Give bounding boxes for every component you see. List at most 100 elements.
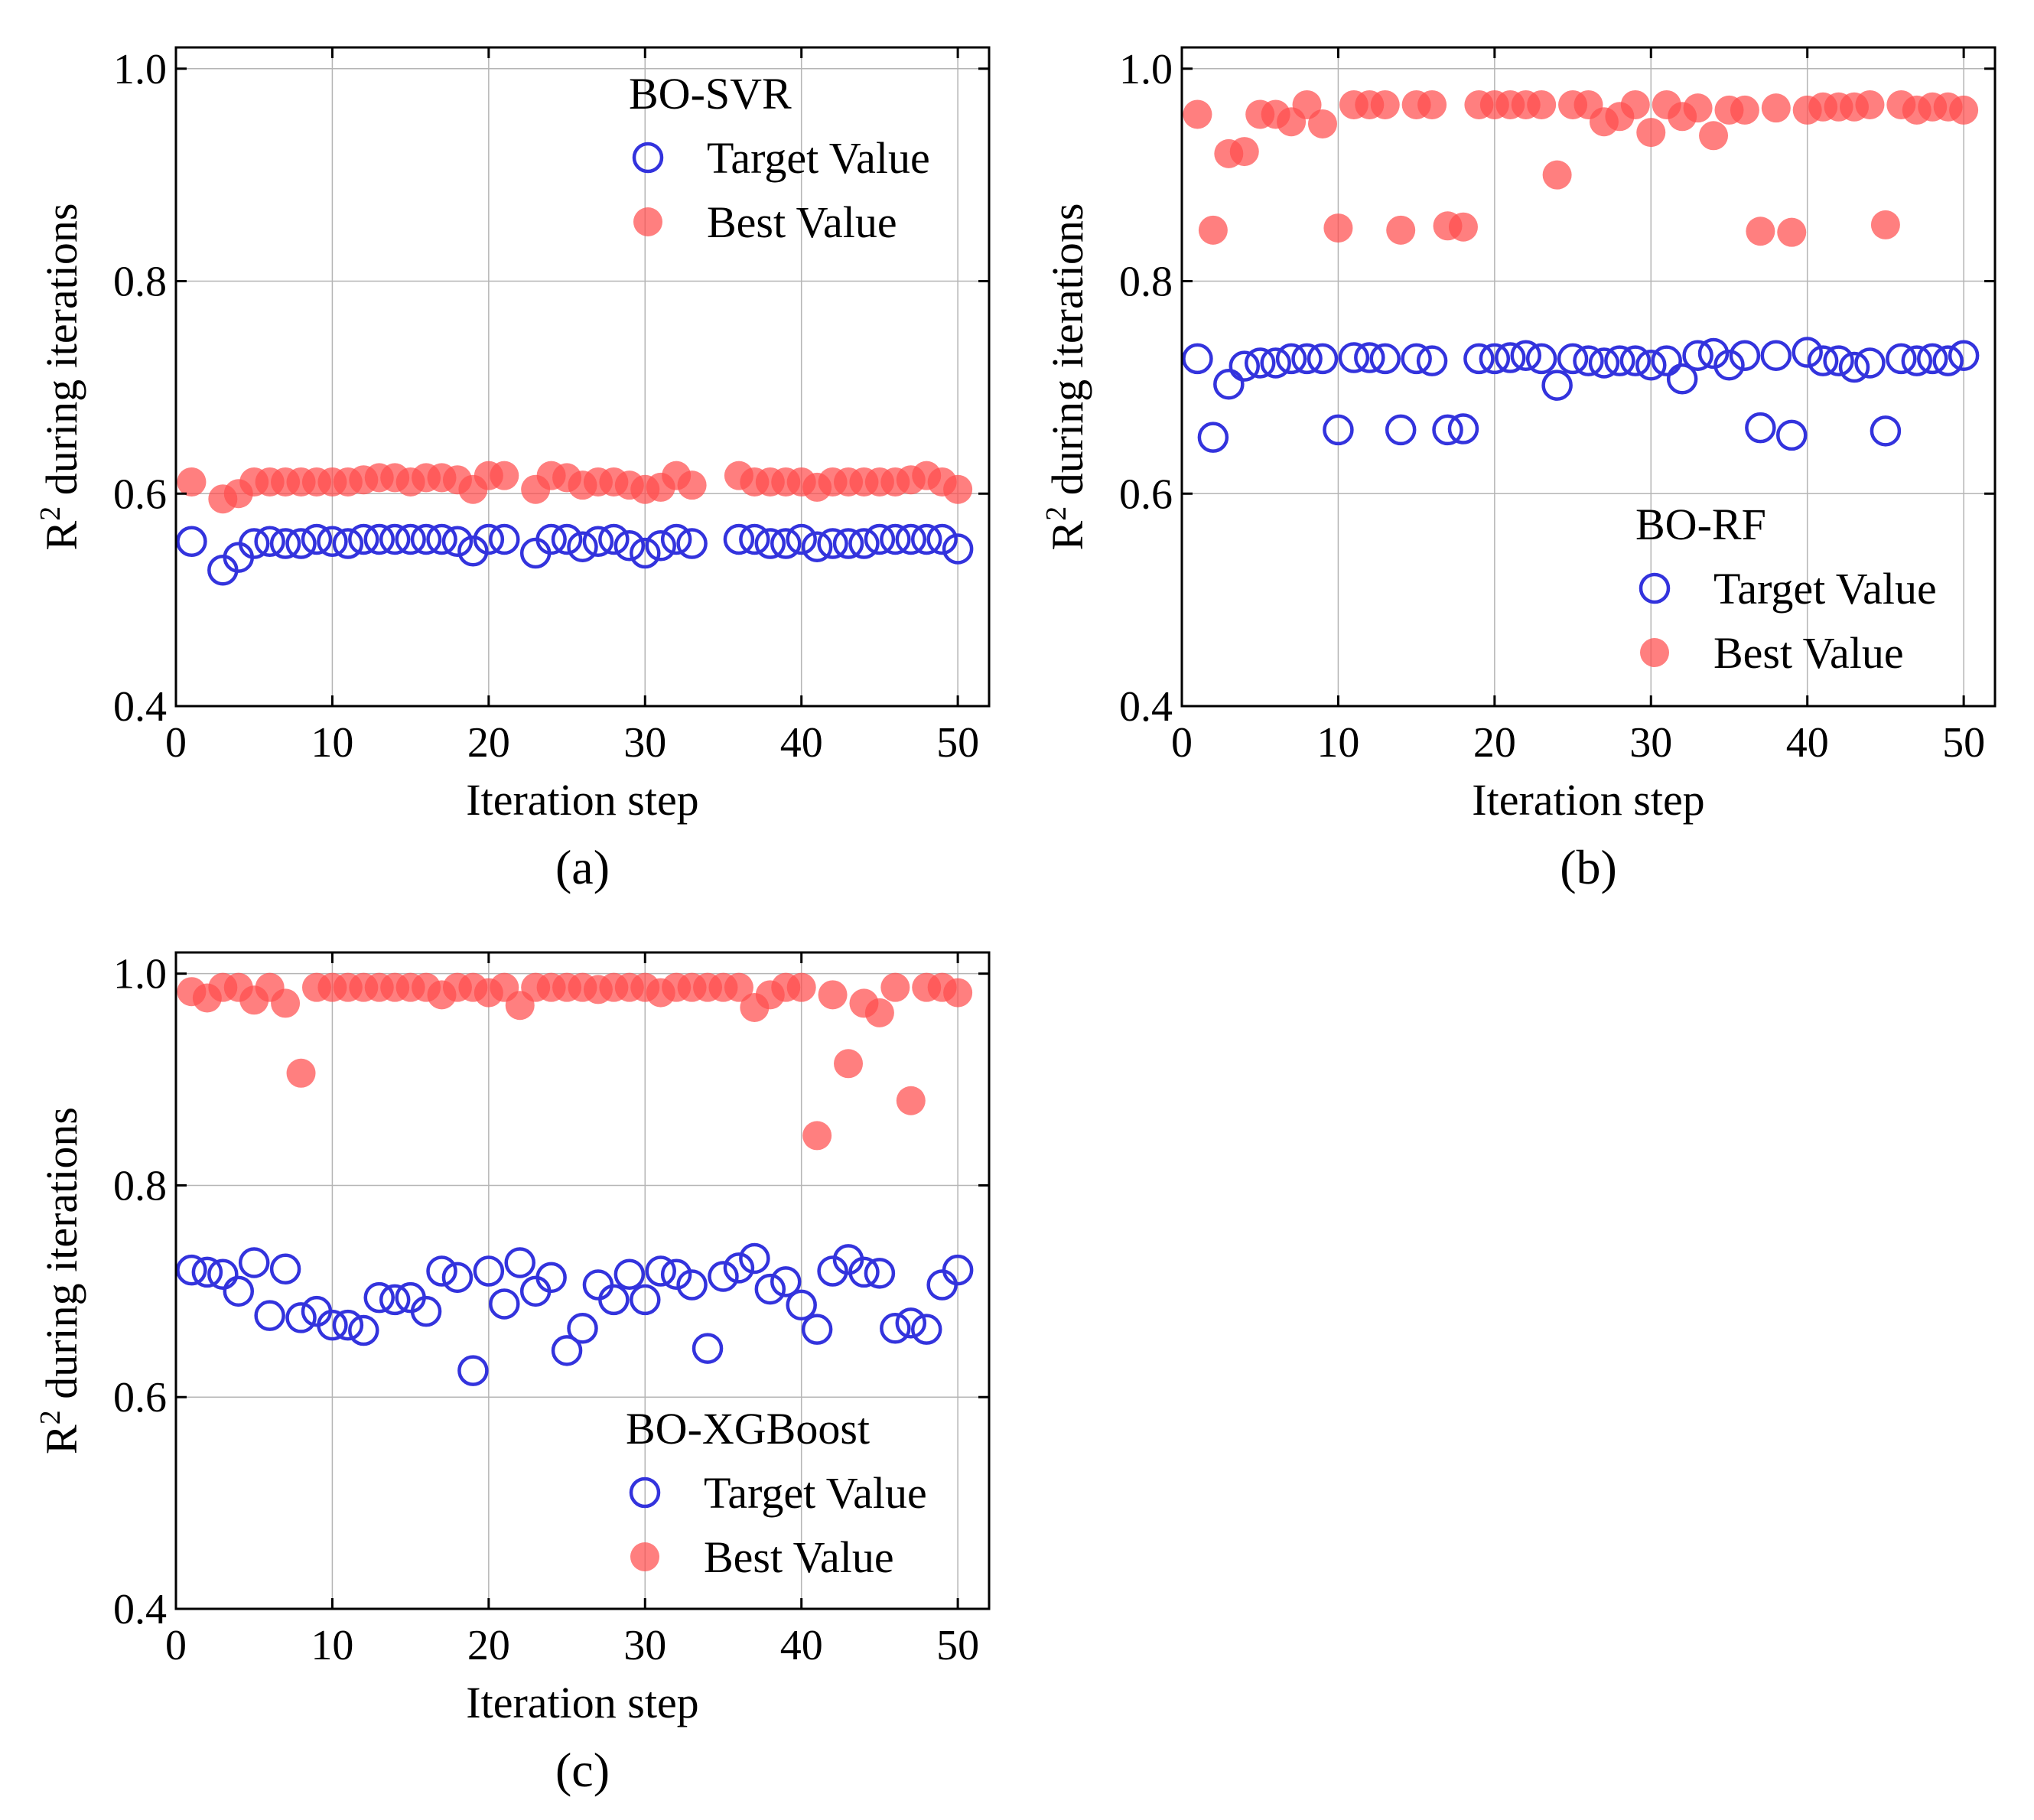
best-value-point (490, 461, 519, 490)
target-value-point (1275, 343, 1307, 375)
legend-title: BO-RF (1635, 500, 1766, 549)
best-value-point (864, 998, 894, 1027)
target-value-point (551, 1335, 583, 1366)
target-value-point (754, 528, 786, 559)
target-value-point (1495, 342, 1526, 373)
target-value-point (238, 528, 270, 559)
target-value-point (801, 1314, 833, 1345)
y-tick-label: 0.4 (113, 1586, 167, 1633)
x-tick-label: 30 (623, 719, 666, 767)
x-tick-label: 30 (623, 1622, 666, 1669)
target-value-point (723, 523, 755, 555)
legend-best-value-marker (633, 207, 662, 236)
target-value-point (395, 523, 426, 555)
legend-entry-label: Target Value (704, 1468, 927, 1518)
target-value-point (1745, 412, 1776, 444)
target-value-point (238, 1247, 270, 1278)
x-tick-label: 10 (311, 719, 353, 767)
target-value-point (1229, 350, 1261, 382)
y-axis-label-base: R (37, 520, 86, 550)
y-tick-label: 1.0 (113, 951, 167, 998)
target-value-point (660, 523, 692, 555)
best-value-point (786, 972, 816, 1002)
x-axis-label: Iteration step (1472, 775, 1704, 825)
target-value-point (1651, 345, 1682, 376)
y-axis-label-superscript: 2 (1040, 506, 1072, 521)
best-value-point (1699, 121, 1729, 151)
x-tick-label: 50 (936, 1622, 979, 1669)
best-value-point (943, 978, 973, 1008)
target-value-point (754, 1273, 786, 1305)
target-value-point (176, 1254, 207, 1286)
y-axis-label-base: R (1043, 520, 1092, 550)
target-value-point (1870, 415, 1902, 447)
target-value-point (1776, 419, 1808, 451)
target-value-point (582, 1269, 614, 1301)
legend-target-value-marker (632, 142, 664, 174)
target-value-point (441, 1262, 474, 1294)
target-value-point (473, 1255, 505, 1287)
y-tick-label: 0.6 (113, 470, 167, 518)
best-value-point (1323, 213, 1353, 243)
target-value-point (1525, 343, 1557, 375)
target-value-point (191, 1256, 223, 1288)
target-value-point (567, 1313, 598, 1344)
target-value-point (895, 523, 927, 555)
target-value-point (348, 523, 379, 555)
best-value-point (1870, 210, 1900, 239)
target-value-point (1307, 343, 1339, 375)
x-tick-label: 10 (311, 1622, 353, 1669)
x-tick-label: 20 (467, 1622, 510, 1669)
best-value-point (1229, 137, 1259, 167)
y-tick-label: 1.0 (113, 46, 167, 93)
plot-frame (174, 46, 991, 708)
target-value-point (1854, 347, 1886, 379)
target-value-point (1463, 343, 1495, 375)
target-value-point (582, 526, 614, 557)
best-value-point (1307, 109, 1337, 138)
best-value-point (1855, 90, 1885, 119)
target-value-point (1916, 343, 1948, 375)
y-axis-label: R2 during iterations (1040, 203, 1092, 551)
target-value-point (645, 1255, 676, 1287)
target-value-point (786, 1289, 817, 1321)
best-value-point (1746, 217, 1775, 246)
target-value-point (848, 528, 880, 559)
target-value-point (426, 1255, 457, 1287)
target-value-point (1369, 343, 1401, 375)
y-axis-label-rest: during iterations (37, 203, 86, 506)
target-value-point (630, 1284, 661, 1316)
best-value-point (896, 1086, 926, 1115)
target-value-point (598, 523, 630, 555)
target-value-point (739, 1242, 770, 1275)
best-value-point (1198, 215, 1228, 245)
best-value-point (1949, 95, 1979, 125)
target-value-point (770, 1266, 802, 1297)
target-value-point (1432, 414, 1463, 446)
y-tick-label: 0.4 (113, 683, 167, 731)
x-tick-label: 50 (1942, 719, 1985, 767)
best-value-point (1730, 95, 1759, 125)
y-axis-label-rest: during iterations (1043, 203, 1092, 506)
target-value-point (1760, 340, 1792, 371)
target-value-point (910, 1314, 942, 1345)
chart-panel-3: 0 10 20 30 40 50 0.4 0.6 0.8 1.0 Iteration step (c)… (34, 951, 991, 1797)
best-value-point (1636, 118, 1666, 148)
target-value-point (1666, 363, 1698, 395)
target-value-point (1588, 347, 1620, 379)
y-tick-label: 0.6 (113, 1374, 167, 1421)
target-value-point (426, 523, 457, 555)
chart-panel-2: 0 10 20 30 40 50 0.4 0.6 0.8 1.0 Iteration step (b)… (1040, 46, 1997, 894)
target-value-point (880, 1313, 911, 1344)
target-value-point (739, 523, 770, 555)
best-value-point (943, 474, 973, 504)
legend-entry-label: Best Value (707, 197, 897, 247)
target-value-point (708, 1261, 739, 1292)
target-value-point (1323, 414, 1354, 446)
target-value-point (1479, 343, 1511, 375)
target-value-point (1604, 345, 1635, 376)
target-value-point (551, 523, 583, 555)
target-value-point (786, 523, 817, 555)
target-value-point (926, 1269, 958, 1301)
